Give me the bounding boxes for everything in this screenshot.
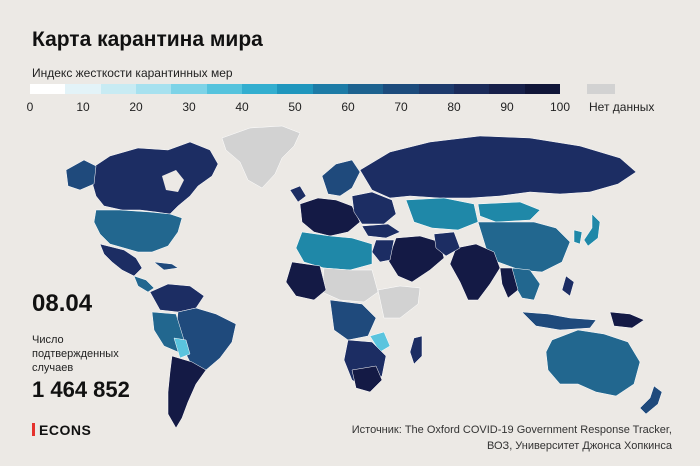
date-label: 08.04 [32,290,93,317]
nodata-label: Нет данных [589,100,655,114]
scale-tick-label: 80 [447,100,461,114]
scale-tick-label: 20 [129,100,143,114]
region-mongolia [477,201,541,223]
scale-segment [206,84,242,94]
source-note: Источник: The Oxford COVID-19 Government… [312,422,672,454]
region-scandinavia [321,159,361,197]
region-australia [545,329,641,397]
scale-segment [171,84,207,94]
source-line-2: ВОЗ, Университет Джонса Хопкинса [487,440,672,452]
region-madagascar [409,335,423,365]
scale-tick-label: 60 [341,100,355,114]
region-pakistan-afghan [433,231,461,257]
scale-segment [312,84,348,94]
region-bolivia [173,337,191,359]
region-caribbean [153,261,179,271]
scale-tick-label: 30 [182,100,196,114]
scale-segment [347,84,384,94]
scale-segment [65,84,101,94]
scale-segment [453,84,490,94]
region-south-africa [351,365,383,393]
cases-value: 1 464 852 [32,377,130,402]
region-hudson-bay [162,170,184,192]
region-india [449,243,501,301]
scale-tick-label: 10 [76,100,90,114]
scale-segment [383,84,419,94]
scale-tick-label: 50 [288,100,302,114]
region-eastern-europe [351,191,397,225]
scale-tick-label: 90 [500,100,514,114]
scale-segment [241,84,278,94]
logo-text: ECONS [39,422,92,438]
legend-caption: Индекс жесткости карантинных мер [32,66,233,80]
scale-segment [489,84,525,94]
region-korea [573,229,583,245]
cases-caption: Число подтвержденных случаев [32,334,119,374]
scale-segment [277,84,313,94]
region-greenland [221,125,301,189]
scale-segment [30,84,66,94]
scale-tick-label: 40 [235,100,249,114]
scale-tick-label: 70 [394,100,408,114]
region-central-america [133,275,155,293]
region-iceland-uk [289,185,307,203]
scale-segment [100,84,136,94]
region-colombia-venezuela [149,283,205,313]
region-western-europe [299,197,361,237]
region-west-africa [285,261,327,301]
scale-tick-label: 100 [549,100,571,114]
region-indonesia [521,311,597,331]
source-line-1: Источник: The Oxford COVID-19 Government… [351,424,672,436]
region-north-africa [295,231,373,271]
region-argentina-chile [167,355,207,429]
region-philippines [561,275,575,297]
region-iran-arabia [387,235,445,283]
region-turkey [361,223,401,239]
region-middle-east-2 [371,239,395,263]
nodata-swatch [587,84,615,94]
region-usa [93,209,183,253]
region-east-africa [377,285,421,319]
region-japan [583,213,601,247]
econs-logo: ECONS [32,422,91,438]
region-new-zealand [639,385,663,415]
page-title: Карта карантина мира [32,28,263,51]
logo-bar-icon [32,423,35,436]
scale-ticks: 0 10 20 30 40 50 60 70 80 90 100 [26,100,570,114]
scale-segment [135,84,172,94]
scale-segment [524,84,560,94]
region-indochina-2 [499,267,519,299]
region-new-guinea [609,311,645,329]
region-alaska [65,159,97,191]
scale-segment [418,84,454,94]
region-russia [359,135,637,199]
region-canada [91,141,219,215]
scale-tick-label: 0 [26,100,34,114]
region-sahel-nodata [321,267,379,303]
region-central-africa [329,299,377,341]
region-kazakhstan [405,197,479,231]
color-scale [30,84,560,94]
